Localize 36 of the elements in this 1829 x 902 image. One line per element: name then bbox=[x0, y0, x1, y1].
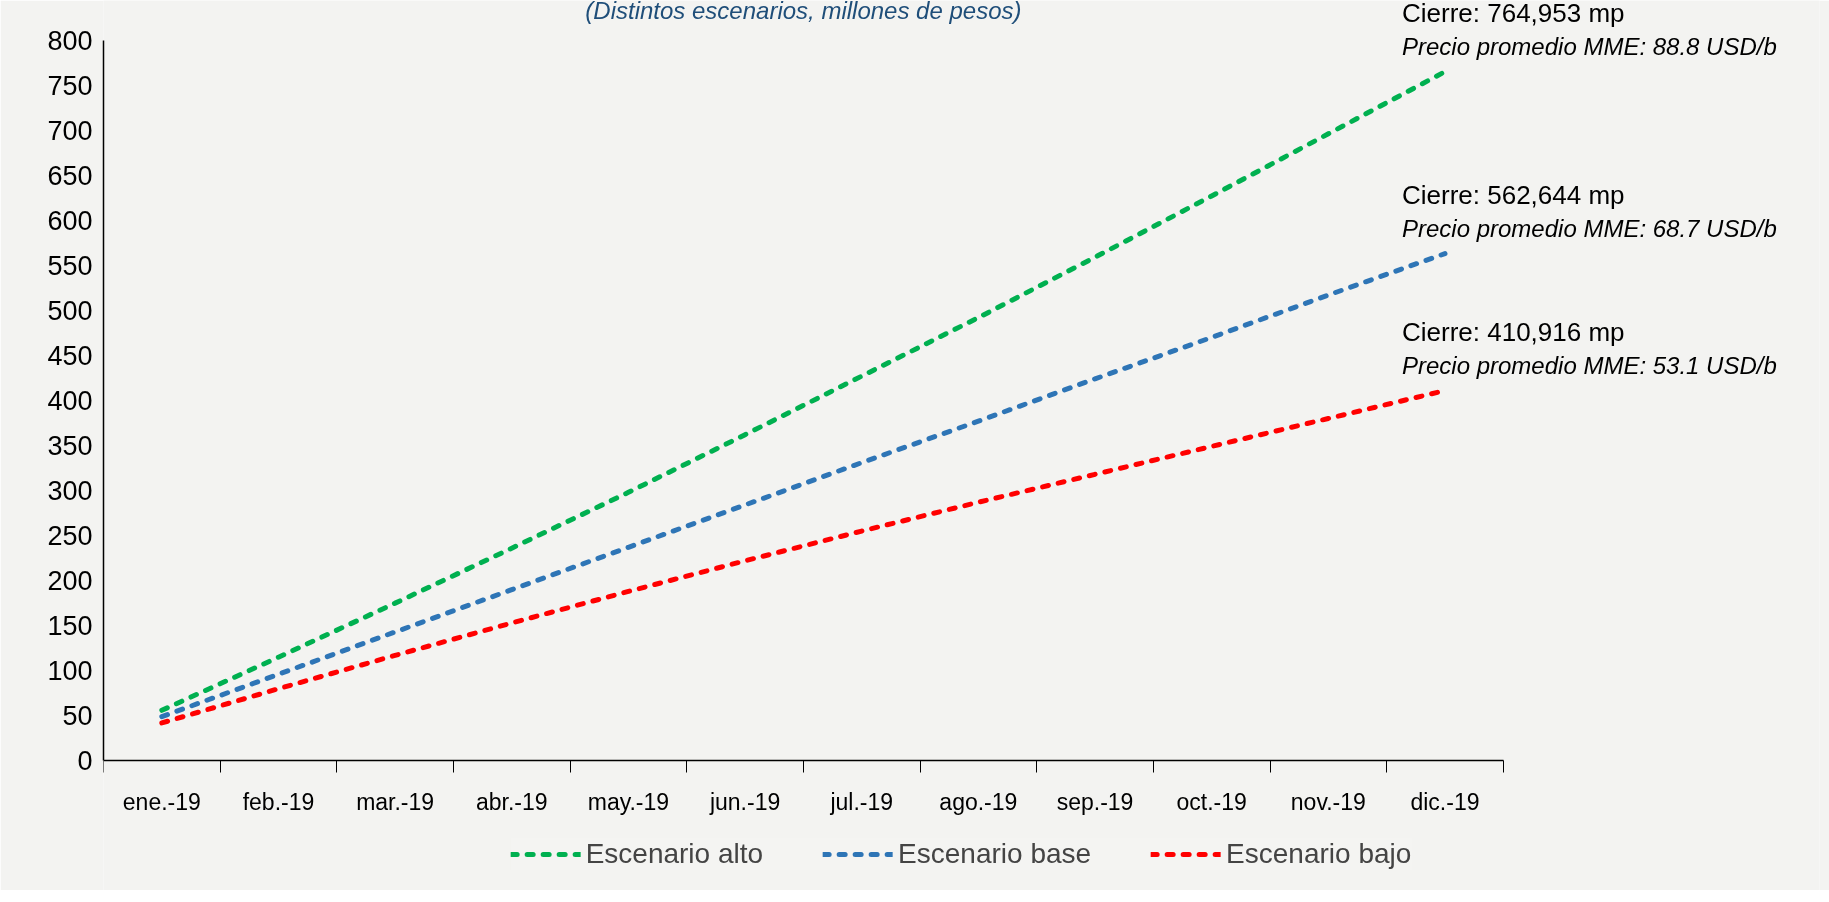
x-tick-label: dic.-19 bbox=[1410, 788, 1480, 815]
annotation: Cierre: 562,644 mp Precio promedio MME: 68.7 USD/b bbox=[1401, 179, 1777, 242]
annotation: Cierre: 410,916 mp Precio promedio MME: 53.1 USD/b bbox=[1401, 316, 1777, 379]
y-tick-label: 600 bbox=[47, 205, 93, 236]
y-tick-label: 500 bbox=[47, 295, 93, 326]
y-tick-label: 200 bbox=[47, 566, 93, 597]
y-tick-label: 50 bbox=[62, 701, 93, 732]
x-tick-label: feb.-19 bbox=[242, 788, 315, 815]
annotation: Cierre: 764,953 mp Precio promedio MME: 88.8 USD/b bbox=[1401, 0, 1777, 60]
legend-label: Escenario bajo bbox=[1226, 838, 1412, 870]
y-tick-label: 450 bbox=[47, 340, 93, 371]
y-tick-label: 150 bbox=[47, 611, 93, 642]
legend-label: Escenario alto bbox=[585, 838, 764, 870]
y-tick-label: 550 bbox=[47, 250, 93, 281]
y-tick-label: 700 bbox=[47, 115, 93, 146]
legend-label: Escenario base bbox=[898, 838, 1092, 870]
x-tick-label: jul.-19 bbox=[829, 788, 894, 815]
y-tick-label: 250 bbox=[47, 521, 93, 552]
chart-subtitle: (Distintos escenarios, millones de pesos) bbox=[585, 0, 1022, 24]
x-tick-label: ago.-19 bbox=[939, 788, 1018, 815]
x-tick-label: sep.-19 bbox=[1056, 788, 1134, 815]
x-tick-label: abr.-19 bbox=[475, 788, 548, 815]
y-tick-label: 400 bbox=[47, 385, 93, 416]
x-tick-label: may.-19 bbox=[587, 788, 670, 815]
y-tick-label: 100 bbox=[47, 656, 93, 687]
y-tick-label: 0 bbox=[77, 746, 93, 777]
x-tick-label: ene.-19 bbox=[122, 788, 201, 815]
y-tick-label: 300 bbox=[47, 476, 93, 507]
x-tick-label: jun.-19 bbox=[708, 788, 781, 815]
x-tick-label: mar.-19 bbox=[356, 788, 435, 815]
x-tick-label: nov.-19 bbox=[1290, 788, 1366, 815]
y-tick-label: 800 bbox=[47, 25, 93, 56]
y-tick-label: 750 bbox=[47, 70, 93, 101]
x-tick-label: oct.-19 bbox=[1176, 788, 1247, 815]
y-tick-label: 650 bbox=[47, 160, 93, 191]
y-tick-label: 350 bbox=[47, 431, 93, 461]
